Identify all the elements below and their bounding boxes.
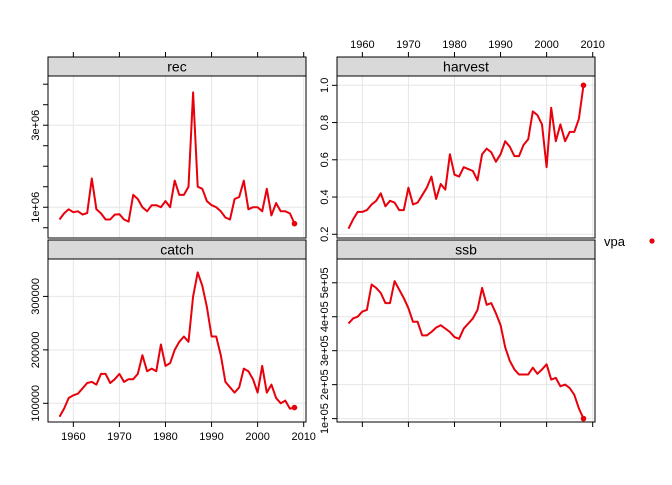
ytick-label-rec-1e+06: 1e+06: [30, 192, 42, 223]
strip-title-catch: catch: [160, 242, 193, 258]
ytick-label-harvest-0.2: 0.2: [319, 227, 331, 242]
series-endpoint-catch: [291, 404, 298, 411]
panel-rec: rec 1e+06 3e+06: [30, 52, 307, 239]
strip-title-ssb: ssb: [455, 242, 477, 258]
ytick-label-ssb-4e+05: 4e+05: [319, 301, 331, 332]
frame-harvest: [336, 75, 596, 239]
ytick-label-catch-200000: 200000: [30, 331, 42, 368]
xtick-label-catch-1970: 1970: [107, 431, 131, 443]
xtick-label-top-harvest-1970: 1970: [396, 39, 420, 51]
xtick-label-catch-1990: 1990: [199, 431, 223, 443]
xtick-label-top-harvest-2010: 2010: [580, 39, 604, 51]
ytick-label-catch-100000: 100000: [30, 385, 42, 422]
grid-catch: [48, 259, 306, 422]
series-line-catch: [58, 271, 295, 418]
series-line-rec: [58, 91, 296, 225]
frame-rec: [47, 75, 307, 239]
ytick-label-harvest-1.0: 1.0: [319, 78, 331, 93]
series-endpoint-rec: [291, 220, 298, 227]
legend-label-vpa: vpa: [604, 234, 626, 249]
panel-ssb: ssb 1e+05 2e+05 3e+05 4e+05 5e+05: [319, 239, 596, 434]
ytick-label-ssb-1e+05: 1e+05: [319, 403, 331, 434]
panel-catch: catch 100000 200000 300000 1960 1970 1980 1990 2…: [30, 239, 316, 443]
ytick-label-ssb-5e+05: 5e+05: [319, 267, 331, 298]
strip-title-harvest: harvest: [443, 59, 489, 75]
series-endpoint-harvest: [580, 82, 587, 89]
series-endpoint-ssb: [580, 415, 587, 422]
strip-title-rec: rec: [167, 59, 186, 75]
xtick-label-top-harvest-1980: 1980: [442, 39, 466, 51]
ytick-label-ssb-2e+05: 2e+05: [319, 369, 331, 400]
series-line-harvest: [347, 85, 585, 230]
grid-ssb: [337, 259, 595, 422]
xtick-label-catch-2000: 2000: [245, 431, 269, 443]
xtick-label-top-harvest-1990: 1990: [488, 39, 512, 51]
ytick-label-harvest-0.6: 0.6: [319, 152, 331, 167]
ytick-label-ssb-3e+05: 3e+05: [319, 335, 331, 366]
xtick-label-top-harvest-2000: 2000: [534, 39, 558, 51]
legend: vpa: [604, 234, 655, 249]
xtick-label-top-harvest-1960: 1960: [350, 39, 374, 51]
legend-marker-vpa: [649, 238, 655, 244]
ytick-label-catch-300000: 300000: [30, 278, 42, 315]
grid-harvest: [337, 76, 595, 238]
xtick-label-catch-1960: 1960: [61, 431, 85, 443]
ytick-label-harvest-0.4: 0.4: [319, 189, 331, 204]
series-line-ssb: [347, 280, 585, 420]
panel-harvest: harvest 0.2 0.4 0.6 0.8 1.0 1960 1970 1980 1990 20…: [319, 39, 605, 242]
xtick-label-catch-2010: 2010: [291, 431, 315, 443]
xtick-label-catch-1980: 1980: [153, 431, 177, 443]
ytick-label-rec-3e+06: 3e+06: [30, 110, 42, 141]
frame-ssb: [336, 258, 596, 423]
frame-catch: [47, 258, 307, 423]
ytick-label-harvest-0.8: 0.8: [319, 115, 331, 130]
